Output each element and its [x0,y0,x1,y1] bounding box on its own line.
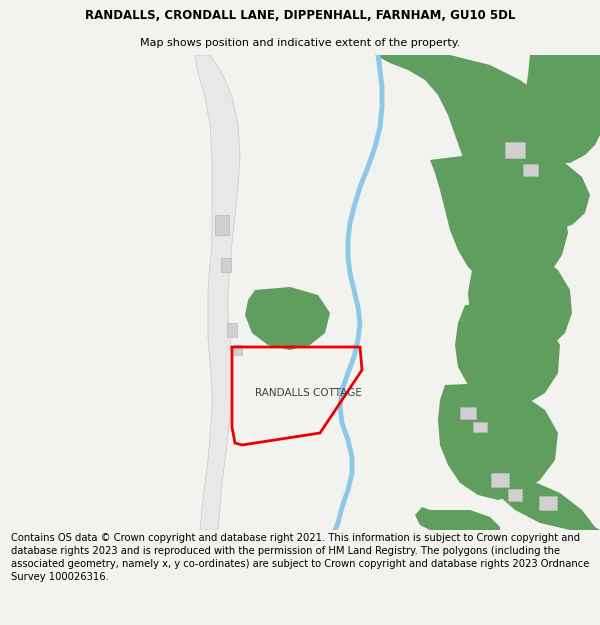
Text: RANDALLS, CRONDALL LANE, DIPPENHALL, FARNHAM, GU10 5DL: RANDALLS, CRONDALL LANE, DIPPENHALL, FAR… [85,9,515,22]
Bar [227,323,237,337]
Text: Map shows position and indicative extent of the property.: Map shows position and indicative extent… [140,38,460,48]
Polygon shape [522,155,590,230]
Polygon shape [375,55,565,205]
Polygon shape [455,303,560,407]
Bar [523,164,538,176]
Bar [460,407,476,419]
Bar [215,215,229,235]
Polygon shape [415,507,500,530]
Bar [508,489,522,501]
Polygon shape [195,55,240,530]
Polygon shape [488,473,600,530]
Bar [473,422,487,432]
Polygon shape [245,287,330,350]
Polygon shape [468,247,572,355]
Bar [539,496,557,510]
Bar [234,345,242,355]
Bar [505,142,525,158]
Text: Contains OS data © Crown copyright and database right 2021. This information is : Contains OS data © Crown copyright and d… [11,533,589,582]
Text: RANDALLS COTTAGE: RANDALLS COTTAGE [255,388,362,398]
Polygon shape [430,155,568,290]
Polygon shape [525,55,600,163]
Bar [221,258,231,272]
Polygon shape [438,383,558,500]
Bar [491,473,509,487]
